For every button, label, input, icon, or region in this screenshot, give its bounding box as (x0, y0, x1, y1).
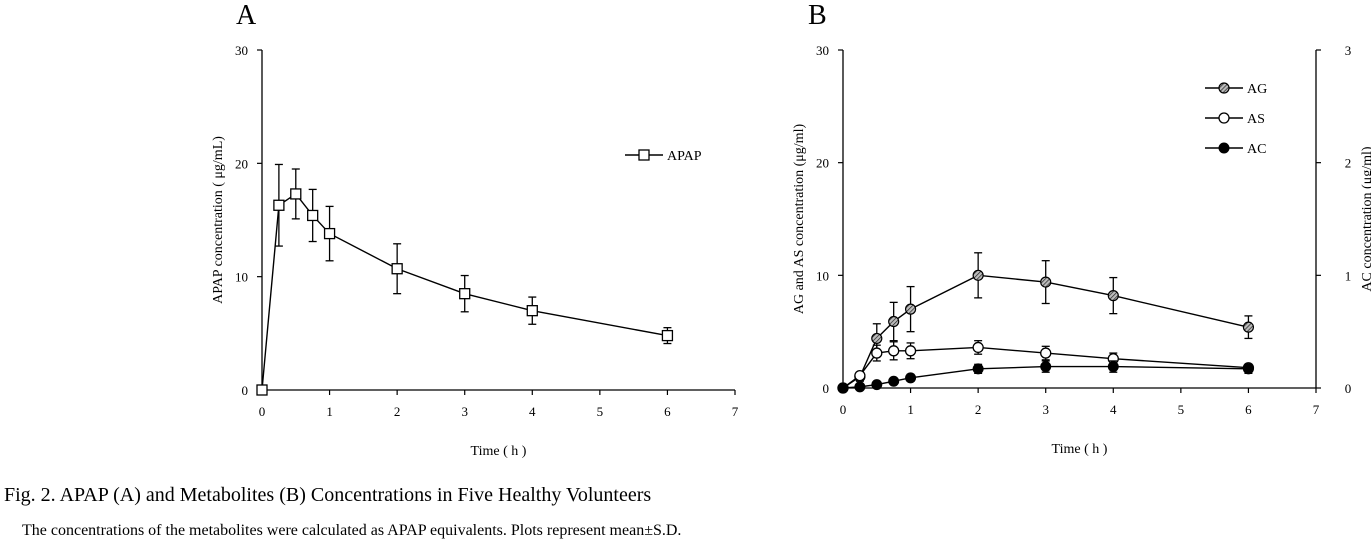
series-apap-point (290, 188, 302, 200)
y2-tick-label: 1 (1345, 268, 1352, 283)
series-as-point (871, 347, 883, 359)
y2-tick-label: 2 (1345, 156, 1352, 171)
series-ag-point (1242, 321, 1255, 333)
y-tick-label: 30 (816, 43, 829, 58)
series-ag-point (1107, 290, 1119, 302)
x-tick-label: 1 (326, 404, 333, 419)
y-tick-label: 20 (816, 156, 829, 171)
series-ac-point (905, 372, 917, 384)
series-ac-point (1242, 363, 1254, 375)
y-axis-label-a: APAP concentration ( μg/mL) (211, 136, 226, 304)
series-apap-point (273, 199, 285, 211)
x-tick-label: 0 (259, 404, 266, 419)
series-as-point (972, 341, 984, 354)
y2-axis-label-b: AC concentration (μg/ml) (1360, 146, 1371, 291)
series-apap-point (459, 288, 471, 300)
legend-marker-ag (1218, 82, 1230, 94)
x-tick-label: 4 (1110, 402, 1117, 417)
y-tick-label: 0 (242, 383, 249, 398)
series-apap-point (307, 209, 319, 222)
y-tick-label: 10 (235, 270, 248, 285)
series-ac-point (1107, 361, 1119, 373)
legend-label-apap: APAP (667, 149, 702, 164)
legend-label-ag: AG (1247, 82, 1267, 97)
y2-tick-label: 3 (1345, 43, 1352, 58)
legend-label-as: AS (1247, 112, 1265, 127)
panel-letter-a: A (236, 0, 257, 31)
series-ac-point (888, 375, 900, 387)
legend-marker-ac (1218, 142, 1230, 154)
series-apap-point (323, 227, 336, 240)
series-ac-point (871, 379, 883, 391)
series-apap-point (661, 329, 674, 342)
legend-label-ac: AC (1247, 142, 1266, 157)
series-as-point (1040, 347, 1052, 359)
x-tick-label: 4 (529, 404, 536, 419)
x-tick-label: 5 (1178, 402, 1185, 417)
x-tick-label: 1 (907, 402, 914, 417)
series-as-point (854, 369, 866, 382)
y2-tick-label: 0 (1345, 381, 1352, 396)
series-ag-point (871, 332, 883, 345)
y-tick-label: 10 (816, 268, 829, 283)
series-ag-point (1040, 276, 1052, 288)
series-ac-point (837, 382, 849, 394)
series-apap-point (256, 384, 268, 396)
series-ac-point (854, 381, 866, 393)
series-ag-point (888, 315, 900, 328)
figure-caption-note: The concentrations of the metabolites we… (22, 522, 682, 539)
y-tick-label: 20 (235, 156, 248, 171)
series-ag-point (904, 303, 917, 315)
series-ac-point (972, 363, 984, 375)
x-tick-label: 2 (975, 402, 982, 417)
x-tick-label: 2 (394, 404, 401, 419)
x-tick-label: 7 (1313, 402, 1320, 417)
x-tick-label: 7 (732, 404, 739, 419)
legend-marker-as (1218, 112, 1230, 124)
panel-letter-b: B (808, 0, 827, 31)
legend-marker-apap (638, 149, 650, 161)
x-tick-label: 0 (840, 402, 847, 417)
y-tick-label: 30 (235, 43, 248, 58)
x-tick-label: 6 (1245, 402, 1252, 417)
x-tick-label: 3 (461, 404, 468, 419)
x-axis-label-a: Time ( h ) (471, 444, 527, 459)
series-apap-point (526, 305, 538, 317)
series-ac-point (1040, 361, 1052, 373)
x-tick-label: 3 (1042, 402, 1049, 417)
figure-caption-title: Fig. 2. APAP (A) and Metabolites (B) Con… (4, 484, 652, 506)
x-tick-label: 6 (664, 404, 671, 419)
y-axis-label-b: AG and AS concentration (μg/ml) (792, 124, 807, 315)
series-ag-point (972, 269, 984, 281)
y-tick-label: 0 (823, 381, 830, 396)
series-as-point (904, 345, 917, 357)
x-axis-label-b: Time ( h ) (1052, 442, 1108, 457)
series-as-point (888, 345, 900, 357)
series-apap-point (391, 263, 403, 275)
x-tick-label: 5 (597, 404, 604, 419)
